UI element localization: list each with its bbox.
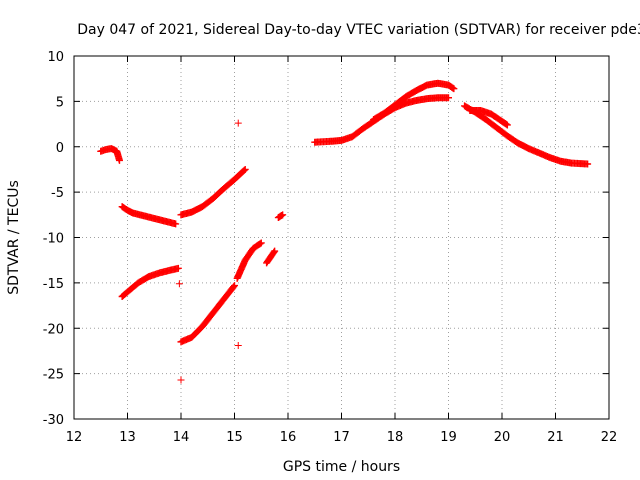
- y-tick-label: -5: [51, 186, 64, 201]
- axis-ticks: 12 13 14 15 16 17 18 19 20 21 22 -30 -25 -20 -15 -10 -5 0…: [43, 50, 618, 445]
- data-point: [256, 240, 264, 248]
- data-point: [445, 94, 452, 102]
- x-axis-label: GPS time / hours: [283, 459, 400, 475]
- data-point: [230, 283, 238, 291]
- data-point: [234, 341, 242, 349]
- y-tick-label: -30: [43, 413, 64, 428]
- data-point: [177, 376, 185, 384]
- x-tick-label: 21: [547, 430, 564, 445]
- data-point: [234, 119, 242, 127]
- x-tick-label: 20: [494, 430, 511, 445]
- y-tick-label: 10: [47, 50, 64, 65]
- x-tick-label: 18: [387, 430, 404, 445]
- x-tick-label: 16: [280, 430, 297, 445]
- y-tick-label: -10: [43, 232, 64, 247]
- data-point: [257, 239, 265, 247]
- data-point: [279, 211, 287, 219]
- x-tick-label: 14: [173, 430, 190, 445]
- data-point: [240, 166, 248, 174]
- data-point: [172, 220, 180, 228]
- data-points: [97, 79, 592, 384]
- data-point: [270, 248, 278, 256]
- data-point: [584, 160, 592, 168]
- x-tick-label: 12: [66, 430, 83, 445]
- y-tick-label: 0: [56, 141, 64, 156]
- x-tick-label: 17: [333, 430, 350, 445]
- data-point: [450, 85, 458, 93]
- data-point: [449, 84, 457, 92]
- data-point: [115, 156, 123, 164]
- x-tick-label: 13: [119, 430, 136, 445]
- x-tick-label: 22: [601, 430, 618, 445]
- y-tick-label: 5: [56, 95, 64, 110]
- data-point: [174, 264, 182, 272]
- data-point: [241, 165, 249, 173]
- y-tick-label: -25: [43, 368, 64, 383]
- data-point: [271, 247, 279, 255]
- data-point: [175, 280, 183, 288]
- y-tick-label: -20: [43, 322, 64, 337]
- data-point: [231, 282, 238, 290]
- grid: [74, 56, 609, 419]
- x-tick-label: 19: [440, 430, 457, 445]
- y-axis-label: SDTVAR / TECUs: [6, 180, 22, 295]
- chart-title: Day 047 of 2021, Sidereal Day-to-day VTE…: [77, 22, 640, 38]
- data-point: [502, 120, 510, 128]
- y-tick-label: -15: [43, 277, 64, 292]
- data-point: [503, 121, 511, 129]
- x-tick-label: 15: [226, 430, 243, 445]
